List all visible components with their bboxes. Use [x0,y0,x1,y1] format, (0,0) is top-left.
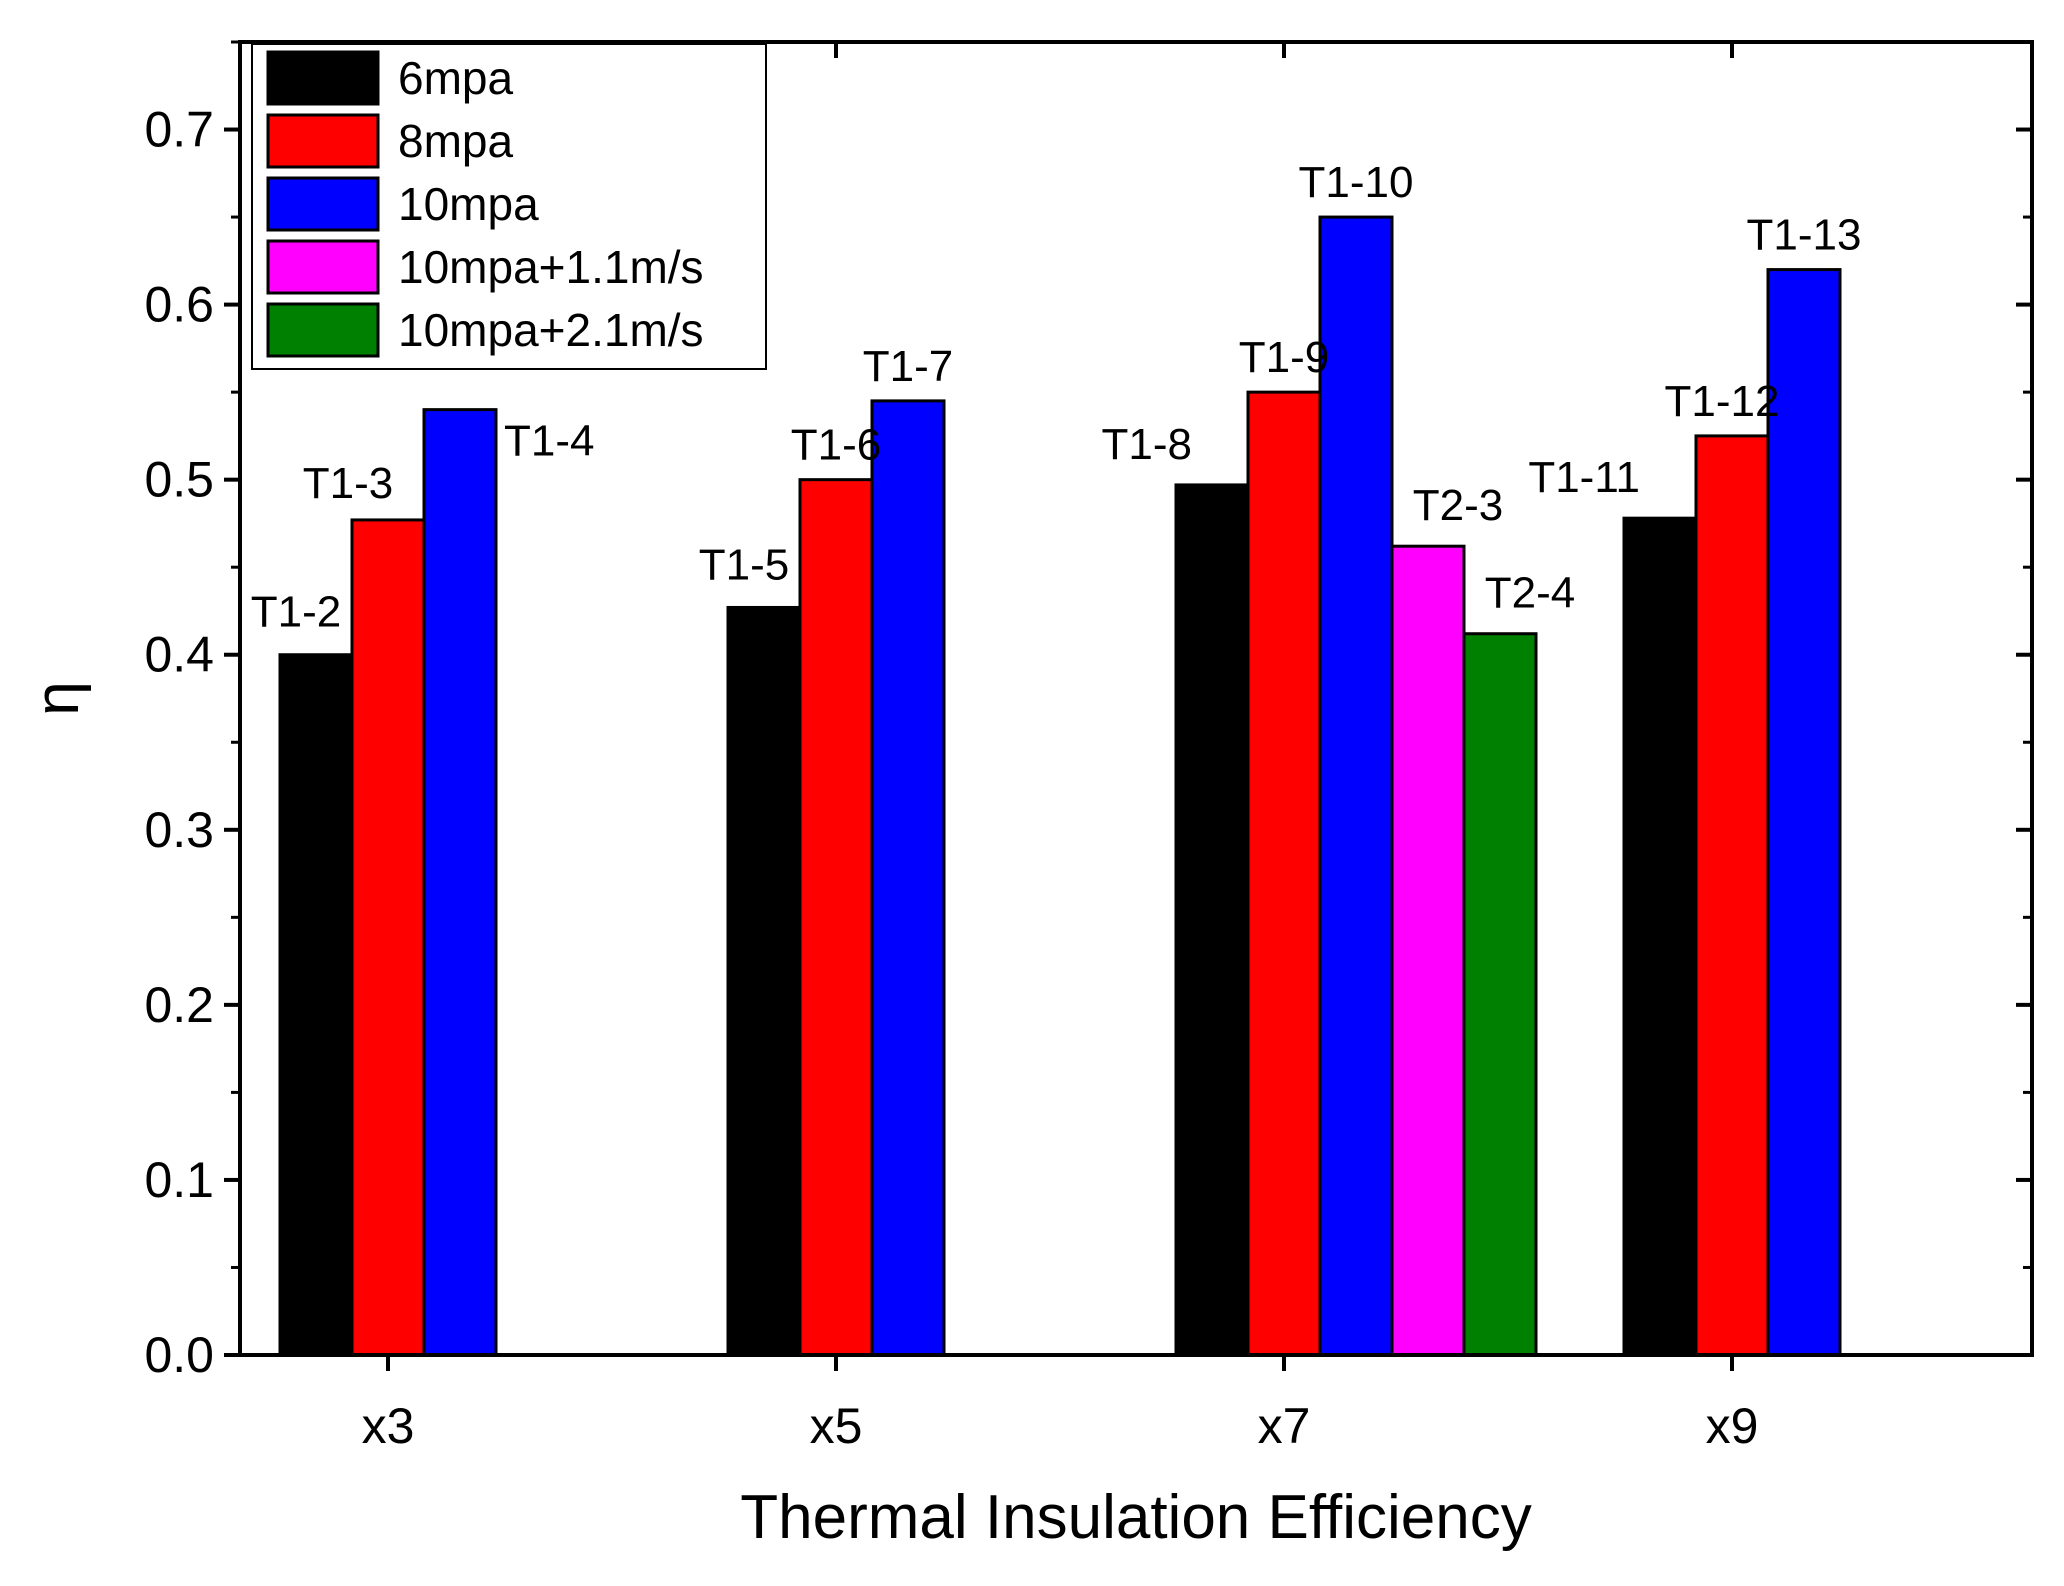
bar-data-label: T1-6 [791,421,881,470]
bar-data-label: T1-10 [1299,158,1414,207]
x-tick-label: x9 [1706,1398,1759,1454]
bar-data-label: T1-5 [699,540,789,589]
bar [726,605,802,1357]
bar-data-label: T2-4 [1485,569,1575,618]
legend-swatch [266,302,380,358]
bar [1246,390,1322,1357]
plot-frame [238,40,2034,1357]
y-tick-labels: 0.0 0.1 0.2 0.3 0.4 0.5 0.6 0.7 [144,102,214,1383]
legend-entry-label: 10mpa+2.1m/s [398,304,704,356]
bar [1318,215,1394,1357]
bar [422,408,498,1357]
bar-data-label: T1-3 [303,459,393,508]
bar-data-label: T1-9 [1239,333,1329,382]
x-tick-label: x7 [1258,1398,1311,1454]
x-axis-title: Thermal Insulation Efficiency [740,1483,1531,1552]
bar-data-label: T1-12 [1665,377,1780,426]
y-tick-label: 0.1 [144,1152,214,1208]
x-tick-label: x3 [362,1398,415,1454]
legend-swatch [266,176,380,232]
y-tick-label: 0.7 [144,102,214,158]
y-tick-label: 0.5 [144,452,214,508]
bar-data-label: T1-13 [1747,211,1862,260]
bar-data-label: T1-4 [504,417,594,466]
y-tick-label: 0.6 [144,277,214,333]
bar-labels-layer: T1-2 T1-5 T1-8 T1-11 T1-3 T1-6 T1-9 T1-12 T1-4 T1… [251,158,1862,637]
legend-swatch [266,113,380,169]
bars-layer [278,215,1842,1357]
legend-entry-label: 6mpa [398,52,513,104]
bar-data-label: T1-7 [863,342,953,391]
bar-data-label: T1-11 [1528,453,1640,502]
x-tick-labels: x3 x5 x7 x9 [362,1398,1759,1454]
bar-data-label: T2-3 [1413,481,1503,530]
bar [350,518,426,1357]
x-tick-label: x5 [810,1398,863,1454]
legend-entry-label: 10mpa+1.1m/s [398,241,704,293]
bar [278,653,354,1357]
bar [1174,483,1250,1357]
legend: 6mpa 8mpa 10mpa 10mpa+1.1m/s 10mpa+2.1m/s [251,43,767,370]
bar-data-label: T1-2 [251,588,341,637]
legend-swatch [266,239,380,295]
bar-data-label: T1-8 [1102,420,1192,469]
bar [798,478,874,1357]
bar [1390,544,1466,1357]
legend-entry-label: 10mpa [398,178,539,230]
legend-swatch [266,50,380,106]
y-axis-title: η [23,681,92,715]
y-tick-label: 0.0 [144,1327,214,1383]
y-tick-label: 0.2 [144,977,214,1033]
legend-entry-label: 8mpa [398,115,513,167]
y-tick-label: 0.4 [144,627,214,683]
bar [1462,632,1538,1357]
bar [1622,516,1698,1357]
bar [870,399,946,1357]
bar [1694,434,1770,1357]
y-tick-label: 0.3 [144,802,214,858]
bar [1766,268,1842,1357]
